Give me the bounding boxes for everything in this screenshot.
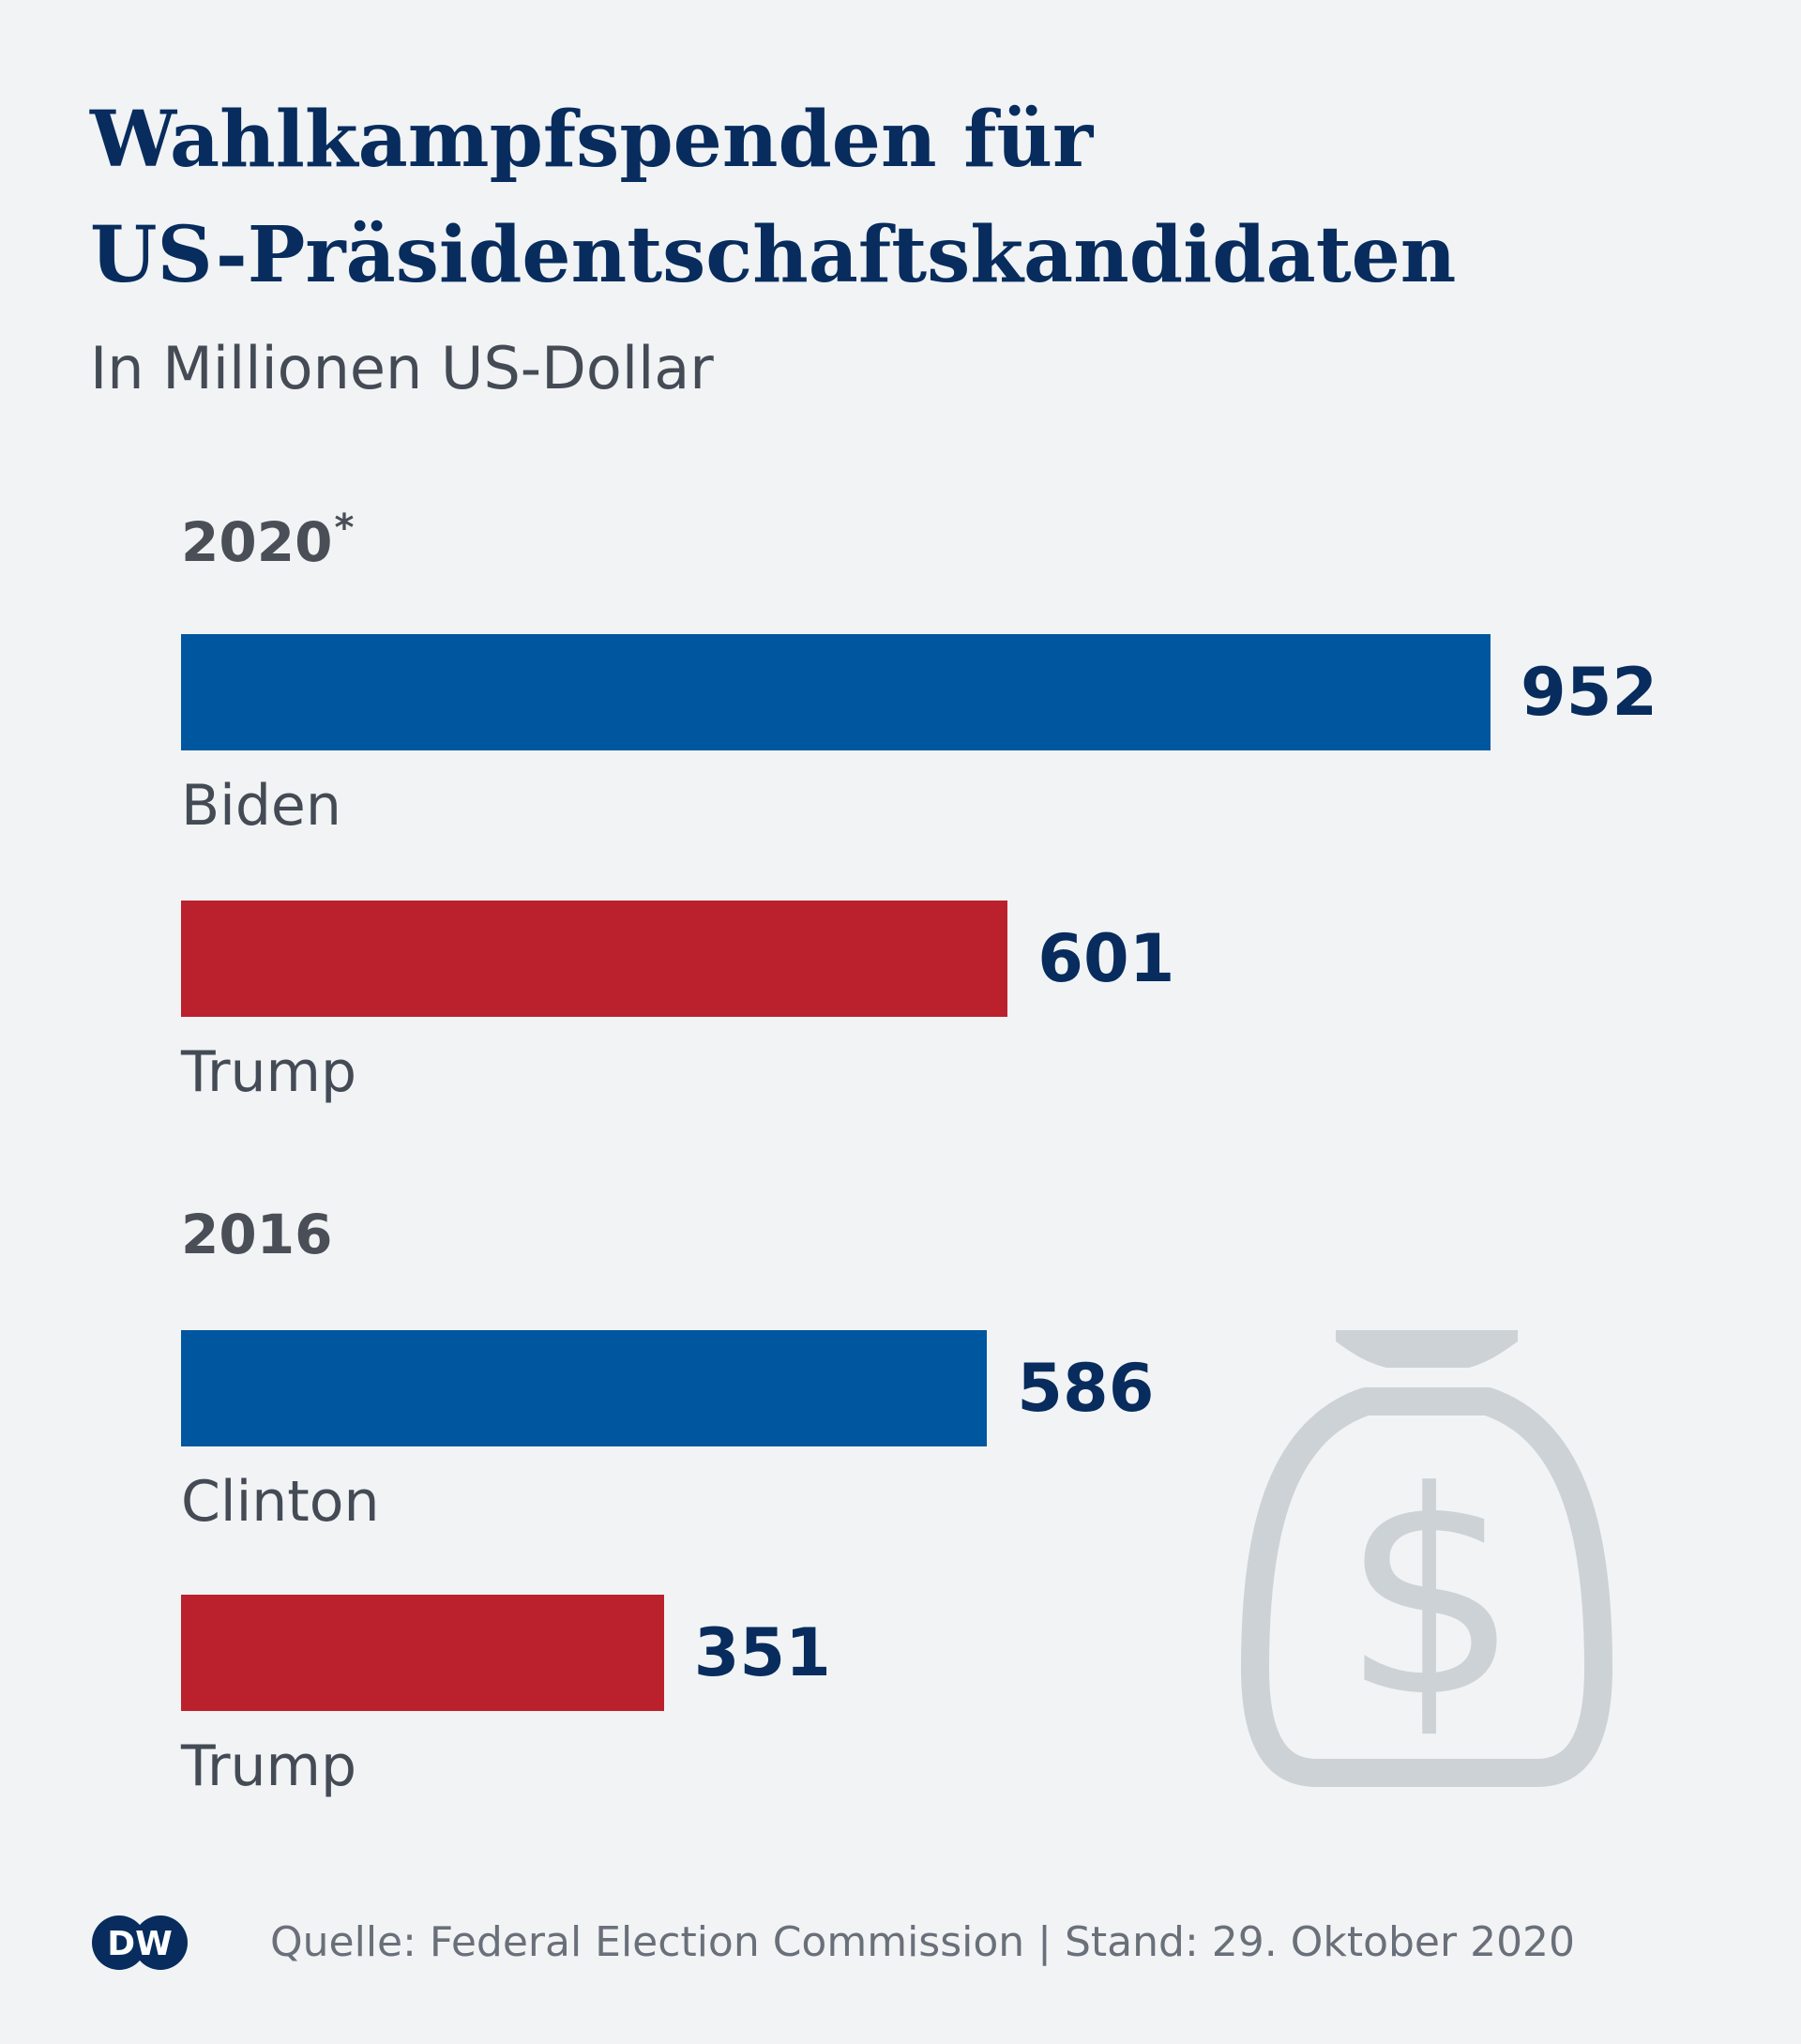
- bar-trump-2020: [181, 901, 1008, 1017]
- money-bag-icon: $: [1241, 1330, 1612, 1787]
- footer: DW Quelle: Federal Election Commission |…: [90, 1914, 1732, 1976]
- chart-title-line-2: US-Präsidentschaftskandidaten: [90, 210, 1457, 300]
- bar-name-biden-2020: Biden: [181, 773, 341, 839]
- chart-subtitle: In Millionen US-Dollar: [90, 334, 714, 402]
- bar-value-trump-2020: 601: [1037, 920, 1175, 997]
- source-note: Quelle: Federal Election Commission | St…: [270, 1918, 1576, 1966]
- bar-biden-2020: [181, 634, 1491, 750]
- bar-value-clinton-2016: 586: [1017, 1350, 1155, 1427]
- group-year: 2016: [181, 1203, 333, 1266]
- group-label-2016: 2016: [181, 1199, 334, 1266]
- dw-logo-text: DW: [107, 1925, 173, 1963]
- bar-value-trump-2016: 351: [693, 1614, 831, 1691]
- chart-title: Wahlkampfspenden für US-Präsidentschafts…: [90, 83, 1685, 313]
- bar-clinton-2016: [181, 1330, 988, 1446]
- dollar-sign-icon: $: [1341, 1431, 1521, 1759]
- group-footnote-marker: *: [334, 507, 355, 550]
- group-year: 2020: [181, 510, 333, 574]
- group-label-2020: 2020*: [181, 507, 354, 574]
- money-bag-tie: [1336, 1330, 1518, 1368]
- bar-name-trump-2016: Trump: [181, 1734, 357, 1799]
- bar-name-clinton-2016: Clinton: [181, 1469, 380, 1535]
- dw-logo-icon: DW: [92, 1915, 188, 1970]
- bar-name-trump-2020: Trump: [181, 1039, 357, 1105]
- bar-value-biden-2020: 952: [1521, 654, 1658, 731]
- money-bag-body: [1241, 1387, 1612, 1787]
- bar-trump-2016: [181, 1595, 664, 1711]
- chart-title-line-1: Wahlkampfspenden für: [90, 95, 1094, 185]
